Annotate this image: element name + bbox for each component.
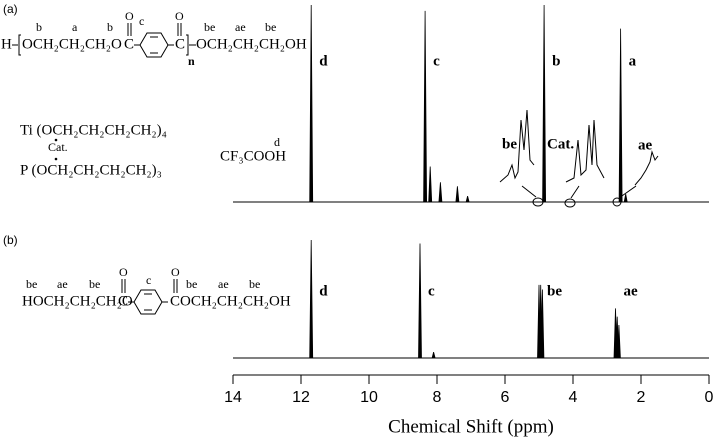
x-tick-label: 4 <box>569 389 578 406</box>
x-tick-label: 10 <box>360 389 378 406</box>
formula-text: n <box>188 54 195 68</box>
formula-text: C <box>124 36 134 52</box>
formula-text: HOCH₂CH₂CH₂O <box>22 293 133 309</box>
inset-label: Cat. <box>547 136 574 152</box>
peak <box>418 243 422 359</box>
formula-text: O <box>125 9 134 23</box>
peak <box>428 166 433 203</box>
ring <box>128 289 168 315</box>
peak-label: d <box>319 53 328 69</box>
formula-tag: be <box>249 277 260 291</box>
x-tick-label: 2 <box>637 389 646 406</box>
peak-label: b <box>552 53 560 69</box>
inset-trace <box>499 109 535 183</box>
x-tick-label: 8 <box>433 389 442 406</box>
peak <box>618 28 623 203</box>
peak <box>617 324 621 359</box>
peak <box>423 10 427 203</box>
formula-text: OCH₂CH₂CH₂O <box>22 36 122 52</box>
formula-tag: be <box>204 20 215 34</box>
formula-text: O <box>119 265 128 279</box>
formula-text: OCH₂CH₂CH₂OH <box>196 36 307 52</box>
catalyst-text: Cat. <box>48 140 68 154</box>
peak <box>431 352 436 359</box>
formula-tag: ae <box>57 277 68 291</box>
formula-tag: b <box>36 20 42 34</box>
bond <box>121 279 126 293</box>
dot <box>54 138 58 142</box>
peak <box>465 195 470 203</box>
formula-tag: be <box>265 20 276 34</box>
formula-b: HOCH₂CH₂CH₂O be ae be C O c C O OCH₂CH₂C… <box>22 265 291 315</box>
peak-label: c <box>433 53 440 69</box>
peak-label: be <box>547 283 562 299</box>
inset-label: be <box>502 136 517 152</box>
circle <box>564 198 576 208</box>
formula-tag: c <box>146 273 151 287</box>
peak-label: c <box>428 283 435 299</box>
x-tick-label: 12 <box>292 389 310 406</box>
inset-label: ae <box>638 137 653 153</box>
solvent-tag: d <box>274 135 280 149</box>
formula-tag: be <box>26 277 37 291</box>
catalyst-text: P (OCH₂CH₂CH₂CH₂)₃ <box>20 162 162 178</box>
peak <box>455 186 460 203</box>
formula-text: C <box>118 293 128 309</box>
peak-label: ae <box>624 283 639 299</box>
formula-tag: be <box>186 277 197 291</box>
formula-text: O <box>175 9 184 23</box>
peak <box>438 182 443 203</box>
formula-tag: a <box>72 20 78 34</box>
formula-tag: ae <box>218 277 229 291</box>
formula-tag: be <box>89 277 100 291</box>
formula-tag: c <box>139 14 144 28</box>
x-axis-title: Chemical Shift (ppm) <box>388 416 554 437</box>
peak <box>540 289 545 359</box>
insets: be Cat. ae <box>499 109 659 208</box>
peak <box>542 4 546 203</box>
inset-trace <box>565 119 605 183</box>
peak <box>309 4 314 203</box>
peak-label: d <box>319 283 328 299</box>
x-tick-label: 14 <box>224 389 242 406</box>
catalyst-text: Ti (OCH₂CH₂CH₂CH₂)₄ <box>20 122 167 138</box>
formula-text: H <box>1 36 12 52</box>
panel-label: (a) <box>3 2 18 16</box>
formula-text: OCH₂CH₂CH₂OH <box>180 293 291 309</box>
inset-trace <box>634 150 659 186</box>
bracket <box>12 34 21 56</box>
peak <box>309 239 314 359</box>
x-tick-label: 0 <box>705 389 714 406</box>
panel-label: (b) <box>3 233 18 247</box>
formula-a: H OCH₂CH₂CH₂O b a b C O c C O n OCH₂CH₂C… <box>1 9 307 68</box>
peak-label: a <box>629 53 637 69</box>
peak <box>623 194 628 203</box>
formula-text: O <box>171 265 180 279</box>
formula-text: C <box>170 293 180 309</box>
x-tick-label: 6 <box>501 389 510 406</box>
bond <box>173 279 178 293</box>
formula-text: C <box>175 36 185 52</box>
formula-tag: ae <box>235 20 246 34</box>
dot <box>54 157 58 161</box>
formula-tag: b <box>107 20 113 34</box>
bracket <box>177 23 196 56</box>
bond <box>127 23 132 36</box>
ring <box>134 32 174 58</box>
solvent-text: CF₃COOH <box>220 148 286 164</box>
